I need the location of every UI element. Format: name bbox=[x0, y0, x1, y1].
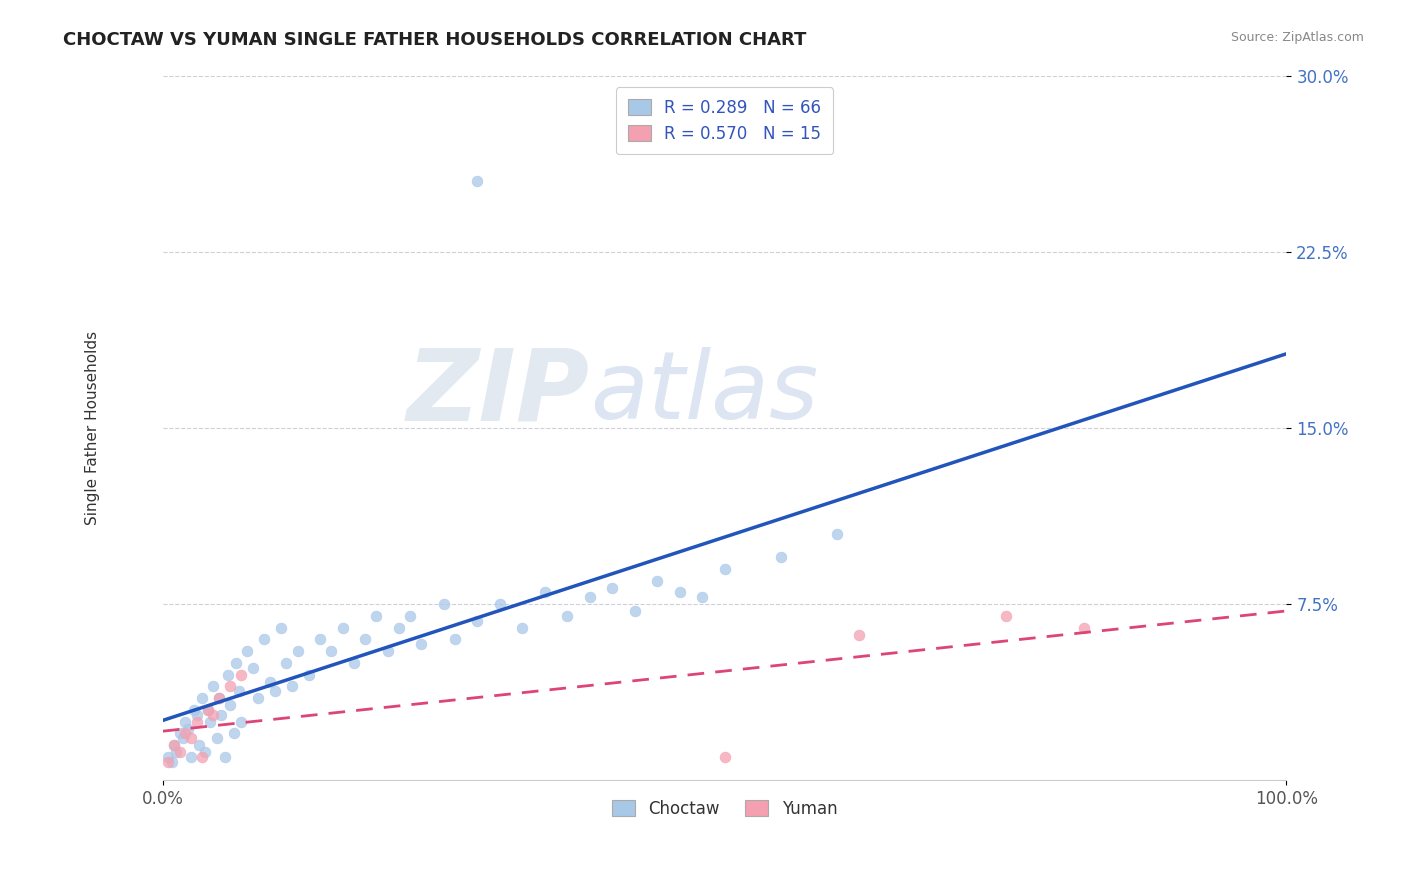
Point bbox=[163, 738, 186, 752]
Point bbox=[194, 745, 217, 759]
Point bbox=[202, 679, 225, 693]
Point bbox=[187, 738, 209, 752]
Point bbox=[174, 714, 197, 729]
Point bbox=[411, 637, 433, 651]
Point bbox=[209, 707, 232, 722]
Point bbox=[259, 674, 281, 689]
Point bbox=[713, 749, 735, 764]
Point bbox=[165, 745, 187, 759]
Point bbox=[690, 590, 713, 604]
Point bbox=[231, 714, 253, 729]
Point bbox=[534, 585, 557, 599]
Point bbox=[645, 574, 668, 588]
Point bbox=[183, 703, 205, 717]
Point bbox=[219, 679, 242, 693]
Point bbox=[208, 691, 231, 706]
Point bbox=[281, 679, 304, 693]
Point bbox=[191, 749, 214, 764]
Point bbox=[219, 698, 242, 712]
Point bbox=[848, 627, 870, 641]
Point bbox=[176, 722, 198, 736]
Point bbox=[208, 691, 231, 706]
Point bbox=[225, 656, 247, 670]
Point bbox=[557, 608, 579, 623]
Point bbox=[197, 703, 219, 717]
Point bbox=[377, 644, 399, 658]
Point bbox=[343, 656, 366, 670]
Point bbox=[172, 731, 194, 745]
Point bbox=[264, 684, 287, 698]
Point bbox=[276, 656, 298, 670]
Point bbox=[366, 608, 388, 623]
Text: CHOCTAW VS YUMAN SINGLE FATHER HOUSEHOLDS CORRELATION CHART: CHOCTAW VS YUMAN SINGLE FATHER HOUSEHOLD… bbox=[63, 31, 807, 49]
Point bbox=[270, 621, 292, 635]
Point bbox=[713, 562, 735, 576]
Point bbox=[186, 707, 208, 722]
Point bbox=[198, 714, 221, 729]
Point bbox=[332, 621, 354, 635]
Point bbox=[217, 667, 239, 681]
Text: atlas: atlas bbox=[589, 347, 818, 438]
Point bbox=[489, 597, 512, 611]
Point bbox=[169, 726, 191, 740]
Point bbox=[600, 581, 623, 595]
Point bbox=[253, 632, 276, 647]
Point bbox=[160, 755, 183, 769]
Legend: Choctaw, Yuman: Choctaw, Yuman bbox=[605, 794, 844, 825]
Point bbox=[1073, 621, 1095, 635]
Y-axis label: Single Father Households: Single Father Households bbox=[86, 331, 100, 525]
Text: ZIP: ZIP bbox=[406, 344, 589, 442]
Point bbox=[354, 632, 377, 647]
Point bbox=[321, 644, 343, 658]
Point bbox=[512, 621, 534, 635]
Point bbox=[228, 684, 250, 698]
Point bbox=[214, 749, 236, 764]
Point bbox=[191, 691, 214, 706]
Point bbox=[157, 755, 180, 769]
Point bbox=[578, 590, 600, 604]
Point bbox=[399, 608, 422, 623]
Point bbox=[467, 174, 489, 188]
Point bbox=[309, 632, 332, 647]
Point bbox=[180, 749, 202, 764]
Text: Source: ZipAtlas.com: Source: ZipAtlas.com bbox=[1230, 31, 1364, 45]
Point bbox=[994, 608, 1017, 623]
Point bbox=[623, 604, 645, 618]
Point bbox=[169, 745, 191, 759]
Point bbox=[163, 738, 186, 752]
Point bbox=[825, 526, 848, 541]
Point bbox=[668, 585, 690, 599]
Point bbox=[157, 749, 180, 764]
Point bbox=[287, 644, 309, 658]
Point bbox=[769, 550, 792, 565]
Point bbox=[467, 614, 489, 628]
Point bbox=[388, 621, 411, 635]
Point bbox=[247, 691, 270, 706]
Point bbox=[298, 667, 321, 681]
Point bbox=[205, 731, 228, 745]
Point bbox=[180, 731, 202, 745]
Point bbox=[186, 714, 208, 729]
Point bbox=[231, 667, 253, 681]
Point bbox=[433, 597, 456, 611]
Point bbox=[222, 726, 245, 740]
Point bbox=[242, 660, 264, 674]
Point bbox=[197, 703, 219, 717]
Point bbox=[236, 644, 259, 658]
Point bbox=[202, 707, 225, 722]
Point bbox=[174, 726, 197, 740]
Point bbox=[444, 632, 467, 647]
